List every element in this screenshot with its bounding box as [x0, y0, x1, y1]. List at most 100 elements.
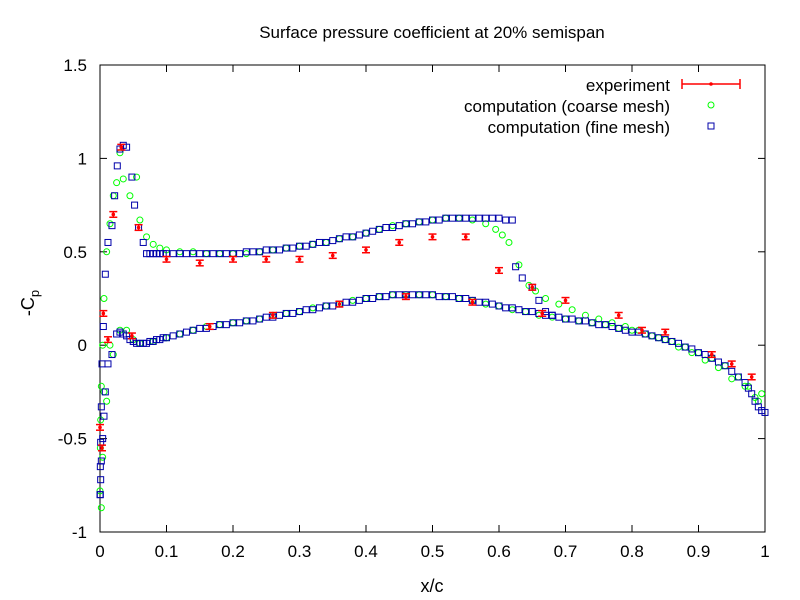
legend-label-coarse: computation (coarse mesh): [464, 97, 670, 116]
fine-mesh-point: [675, 339, 683, 347]
fine-mesh-point: [429, 216, 436, 224]
fine-mesh-point: [482, 214, 490, 222]
x-axis-label: x/c: [420, 576, 443, 596]
fine-mesh-point: [236, 319, 244, 327]
fine-mesh-point: [315, 238, 323, 246]
fine-mesh-point: [196, 324, 204, 332]
fine-mesh-point: [688, 345, 696, 353]
experiment-point: [530, 285, 535, 290]
coarse-mesh-point: [322, 238, 330, 246]
fine-mesh-point: [216, 321, 224, 329]
fine-mesh-point: [512, 263, 520, 271]
fine-mesh-point: [615, 324, 623, 332]
y-tick-label: -1: [72, 523, 87, 542]
fine-mesh-point: [761, 408, 769, 416]
coarse-mesh-point: [568, 306, 576, 314]
experiment-marker: [362, 246, 370, 254]
fine-mesh-point: [508, 304, 516, 312]
x-tick-label: 0.9: [687, 542, 711, 561]
fine-mesh-point: [99, 323, 107, 331]
coarse-mesh-point: [668, 337, 676, 345]
fine-mesh-point: [548, 311, 556, 319]
experiment-point: [497, 268, 501, 273]
fine-mesh-point: [581, 317, 589, 325]
fine-mesh-point: [528, 308, 536, 316]
fine-mesh-point: [462, 295, 470, 302]
fine-mesh-point: [435, 216, 443, 224]
fine-mesh-point: [422, 218, 430, 226]
coarse-mesh-point: [601, 321, 609, 329]
experiment-point: [197, 261, 202, 265]
legend-label-experiment: experiment: [586, 76, 670, 95]
coarse-mesh-point: [362, 295, 370, 302]
coarse-mesh-point: [100, 295, 108, 302]
fine-mesh-point: [475, 298, 483, 306]
coarse-mesh-point: [189, 248, 197, 256]
coarse-mesh-point: [296, 308, 303, 316]
coarse-mesh-point: [349, 233, 357, 241]
fine-mesh-point: [289, 309, 297, 317]
coarse-mesh-point: [522, 308, 530, 316]
experiment-marker: [661, 328, 670, 336]
fine-mesh-point: [282, 309, 290, 317]
experiment-marker: [109, 210, 118, 218]
experiment-marker: [747, 373, 756, 381]
coarse-mesh-point: [648, 332, 656, 340]
coarse-mesh-point: [455, 214, 463, 222]
fine-mesh-point: [262, 313, 270, 321]
experiment-point: [563, 298, 568, 303]
fine-mesh-point: [282, 244, 290, 252]
coarse-mesh-point: [282, 244, 290, 252]
x-tick-label: 0.5: [421, 542, 445, 561]
fine-mesh-point: [189, 250, 197, 258]
fine-mesh-point: [681, 343, 689, 351]
fine-mesh-point: [349, 233, 357, 241]
coarse-mesh-point: [202, 250, 210, 258]
fine-mesh-point: [97, 476, 105, 484]
experiment-point: [540, 311, 545, 316]
experiment-point: [463, 235, 468, 239]
y-tick-label: 1.5: [63, 56, 87, 75]
fine-mesh-point: [169, 332, 177, 340]
coarse-mesh-point: [621, 323, 629, 331]
fine-mesh-point: [128, 173, 136, 181]
experiment-marker: [707, 350, 716, 359]
legend-key-fine: [707, 122, 715, 130]
fine-mesh-point: [628, 328, 636, 336]
coarse-mesh-point: [608, 319, 616, 327]
experiment-marker: [461, 233, 470, 241]
fine-mesh-point: [714, 358, 722, 366]
fine-mesh-point: [302, 306, 310, 314]
fine-mesh-point: [202, 250, 210, 258]
fine-mesh-point: [721, 362, 729, 370]
coarse-mesh-point: [229, 319, 237, 327]
experiment-marker: [495, 266, 503, 275]
coarse-mesh-point: [468, 216, 476, 224]
coarse-mesh-point: [714, 364, 722, 372]
fine-mesh-point: [522, 308, 530, 316]
coarse-mesh-point: [375, 225, 383, 233]
experiment-point: [749, 375, 754, 379]
experiment-point: [136, 225, 141, 230]
y-tick-label: -0.5: [58, 430, 87, 449]
coarse-mesh-point: [498, 231, 506, 239]
coarse-mesh-point: [256, 248, 264, 256]
experiment-point: [98, 425, 102, 430]
fine-mesh-point: [289, 244, 297, 252]
coarse-mesh-point: [99, 453, 107, 461]
fine-mesh-point: [455, 214, 463, 222]
fine-mesh-point: [429, 291, 436, 299]
coarse-mesh-point: [269, 246, 277, 254]
coarse-mesh-point: [495, 302, 503, 310]
experiment-marker: [262, 255, 271, 263]
chart-title: Surface pressure coefficient at 20% semi…: [259, 23, 605, 42]
coarse-mesh-point: [389, 291, 397, 299]
coarse-mesh-point: [442, 293, 450, 301]
fine-mesh-point: [249, 248, 257, 256]
fine-mesh-point: [242, 248, 250, 256]
experiment-point: [397, 240, 402, 245]
fine-mesh-point: [236, 250, 244, 258]
fine-mesh-point: [608, 323, 616, 331]
fine-mesh-point: [555, 313, 563, 321]
fine-mesh-point: [169, 250, 177, 258]
